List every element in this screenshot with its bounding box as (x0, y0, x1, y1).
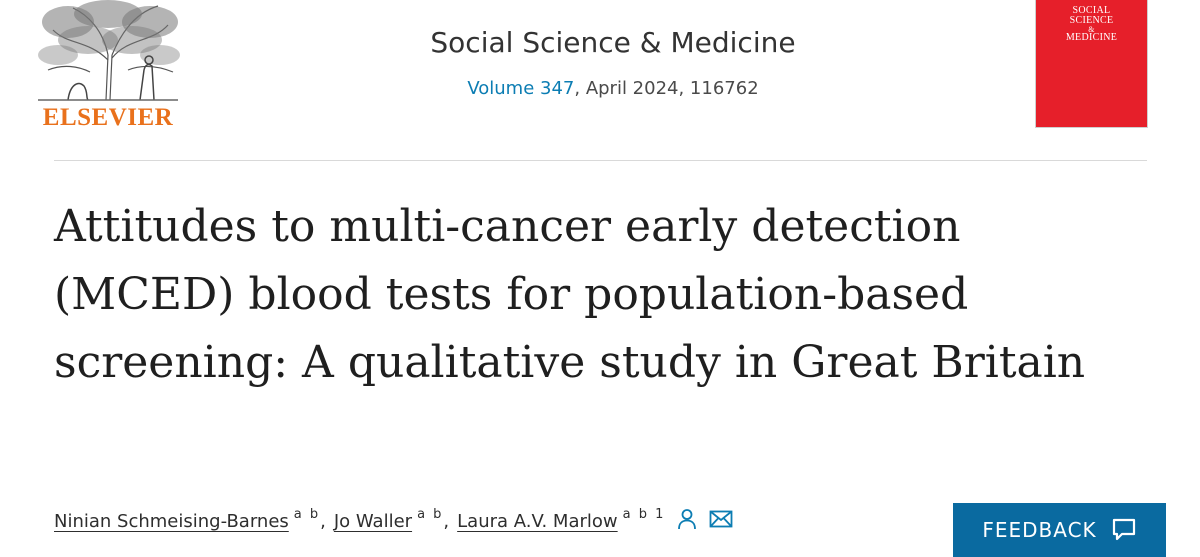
article-title: Attitudes to multi-cancer early detectio… (54, 201, 1086, 388)
publisher-name: ELSEVIER (42, 104, 174, 131)
cover-line-1: SOCIAL (1072, 5, 1111, 16)
author-separator: , (443, 510, 450, 532)
author-list: Ninian Schmeising-Barnes a b , Jo Waller… (54, 506, 733, 536)
header-divider (54, 160, 1147, 161)
envelope-icon[interactable] (709, 510, 733, 533)
elsevier-logo[interactable]: ELSEVIER (28, 0, 188, 132)
cover-title: SOCIAL SCIENCE & MEDICINE (1036, 6, 1147, 43)
feedback-button[interactable]: FEEDBACK (953, 503, 1166, 557)
author-link[interactable]: Jo Waller (333, 510, 413, 532)
author-link[interactable]: Laura A.V. Marlow (457, 510, 618, 532)
volume-link[interactable]: Volume 347 (467, 78, 575, 99)
person-icon[interactable] (677, 508, 697, 535)
cover-line-2: SCIENCE (1069, 15, 1114, 26)
author-affiliation[interactable]: a b 1 (622, 506, 666, 522)
cover-line-4: MEDICINE (1065, 32, 1118, 43)
journal-cover[interactable]: SOCIAL SCIENCE & MEDICINE (1036, 0, 1147, 127)
author-affiliation[interactable]: a b (293, 506, 321, 522)
author-link[interactable]: Ninian Schmeising-Barnes (54, 510, 289, 532)
author-separator: , (320, 510, 326, 532)
chat-bubble-icon (1112, 518, 1135, 541)
feedback-label: FEEDBACK (982, 518, 1097, 542)
issue-details: , April 2024, 116762 (574, 78, 759, 99)
cover-line-3: & (1088, 25, 1095, 34)
journal-title[interactable]: Social Science & Medicine (430, 26, 796, 59)
issue-info: Volume 347, April 2024, 116762 (300, 78, 926, 99)
tree-icon (38, 0, 180, 101)
author-affiliation[interactable]: a b (417, 506, 444, 522)
